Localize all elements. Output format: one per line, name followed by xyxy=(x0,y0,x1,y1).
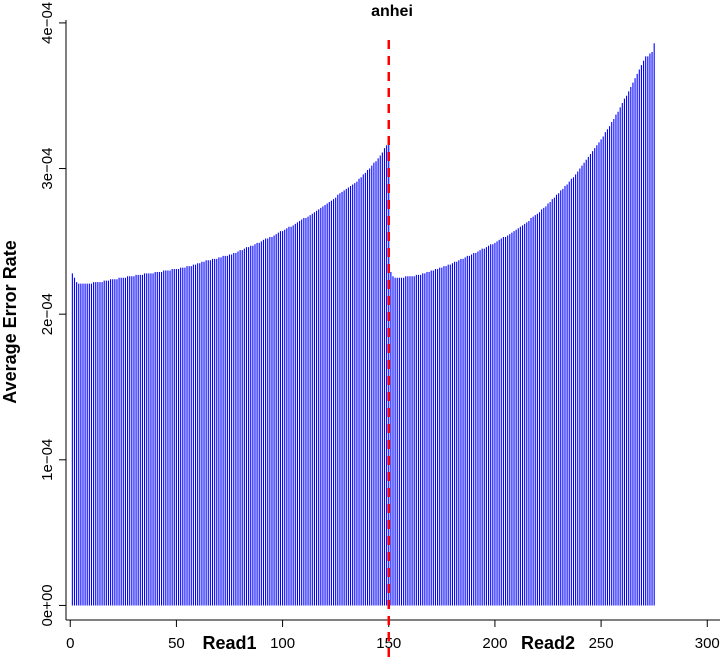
x-axis: 0 50 100 150 200 250 300 xyxy=(66,620,720,652)
y-tick-label: 1e−04 xyxy=(39,439,56,481)
plot-area xyxy=(65,20,720,621)
x-tick-label: 50 xyxy=(168,635,185,652)
y-tick-label: 2e−04 xyxy=(39,293,56,335)
y-tick-label: 3e−04 xyxy=(39,147,56,189)
x-tick-label: 150 xyxy=(376,635,401,652)
y-axis-label: Average Error Rate xyxy=(0,240,20,403)
read-label: Read1 xyxy=(202,633,256,653)
read-label: Read2 xyxy=(521,633,575,653)
x-tick-label: 250 xyxy=(589,635,614,652)
x-tick-label: 0 xyxy=(66,635,74,652)
x-tick-label: 200 xyxy=(482,635,507,652)
bar-series xyxy=(71,43,655,606)
y-tick-label: 4e−04 xyxy=(39,2,56,44)
x-tick-label: 100 xyxy=(270,635,295,652)
x-tick-label: 300 xyxy=(695,635,720,652)
chart-title: anhei xyxy=(371,3,413,20)
read-labels: Read1 Read2 xyxy=(202,633,575,653)
y-axis: 0e+00 1e−04 2e−04 3e−04 4e−04 xyxy=(39,2,66,627)
y-tick-label: 0e+00 xyxy=(39,584,56,626)
